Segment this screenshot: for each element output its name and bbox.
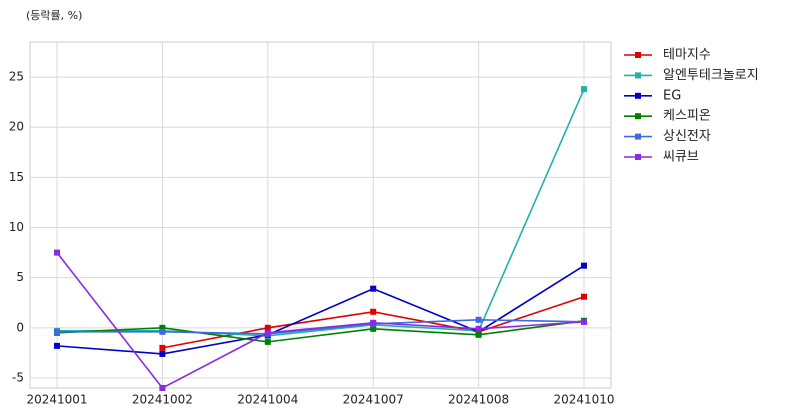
point [581, 86, 587, 93]
annotation: (등락률, %) [26, 9, 82, 22]
legend-label: 테마지수 [663, 48, 711, 63]
point [581, 318, 587, 325]
y-tick-label: 15 [9, 170, 24, 184]
series-line [56, 320, 585, 343]
point [475, 328, 482, 335]
legend-label: 상신전자 [663, 129, 711, 144]
y-tick-label: -5 [12, 370, 24, 384]
legend-marker [635, 72, 641, 79]
legend-label: 알엔투테크놀로지 [663, 68, 759, 83]
point [370, 325, 377, 332]
point [264, 324, 271, 331]
point [159, 385, 166, 391]
series-line [56, 264, 585, 355]
legend-marker [635, 154, 641, 160]
point [264, 338, 271, 345]
y-tick-label: 5 [16, 270, 24, 284]
point [370, 319, 377, 326]
point [370, 308, 377, 315]
x-tick-label: 20241004 [237, 393, 298, 407]
legend-label: 씨큐브 [663, 150, 699, 165]
legend-marker [635, 113, 641, 120]
y-tick-label: 20 [9, 120, 24, 134]
point [159, 350, 166, 357]
point [159, 344, 166, 351]
legend-marker [635, 92, 641, 99]
point [159, 324, 166, 331]
x-tick-label: 20241010 [553, 393, 614, 407]
series-line [57, 88, 585, 337]
x-tick-label: 20241001 [26, 393, 87, 407]
point [475, 316, 482, 323]
point [475, 331, 482, 338]
series-line [57, 319, 585, 335]
point [264, 329, 271, 336]
point [475, 325, 482, 332]
series-line [56, 252, 585, 390]
x-tick-label: 20241002 [132, 393, 193, 407]
legend-label: EG [663, 88, 681, 103]
y-tick-label: 0 [16, 320, 24, 334]
point [54, 342, 60, 349]
legend-marker [635, 133, 641, 140]
point [159, 328, 166, 335]
y-tick-label: 25 [9, 70, 24, 84]
x-tick-label: 20241008 [448, 393, 509, 407]
legend-label: 케스피온 [663, 109, 711, 124]
legend-marker [635, 52, 641, 58]
y-tick-label: 10 [9, 220, 24, 234]
point [581, 262, 587, 269]
plot-frame [29, 41, 612, 389]
x-tick-label: 20241007 [343, 393, 404, 407]
point [54, 328, 60, 335]
point [370, 285, 377, 292]
point [54, 249, 60, 256]
point [581, 293, 587, 300]
